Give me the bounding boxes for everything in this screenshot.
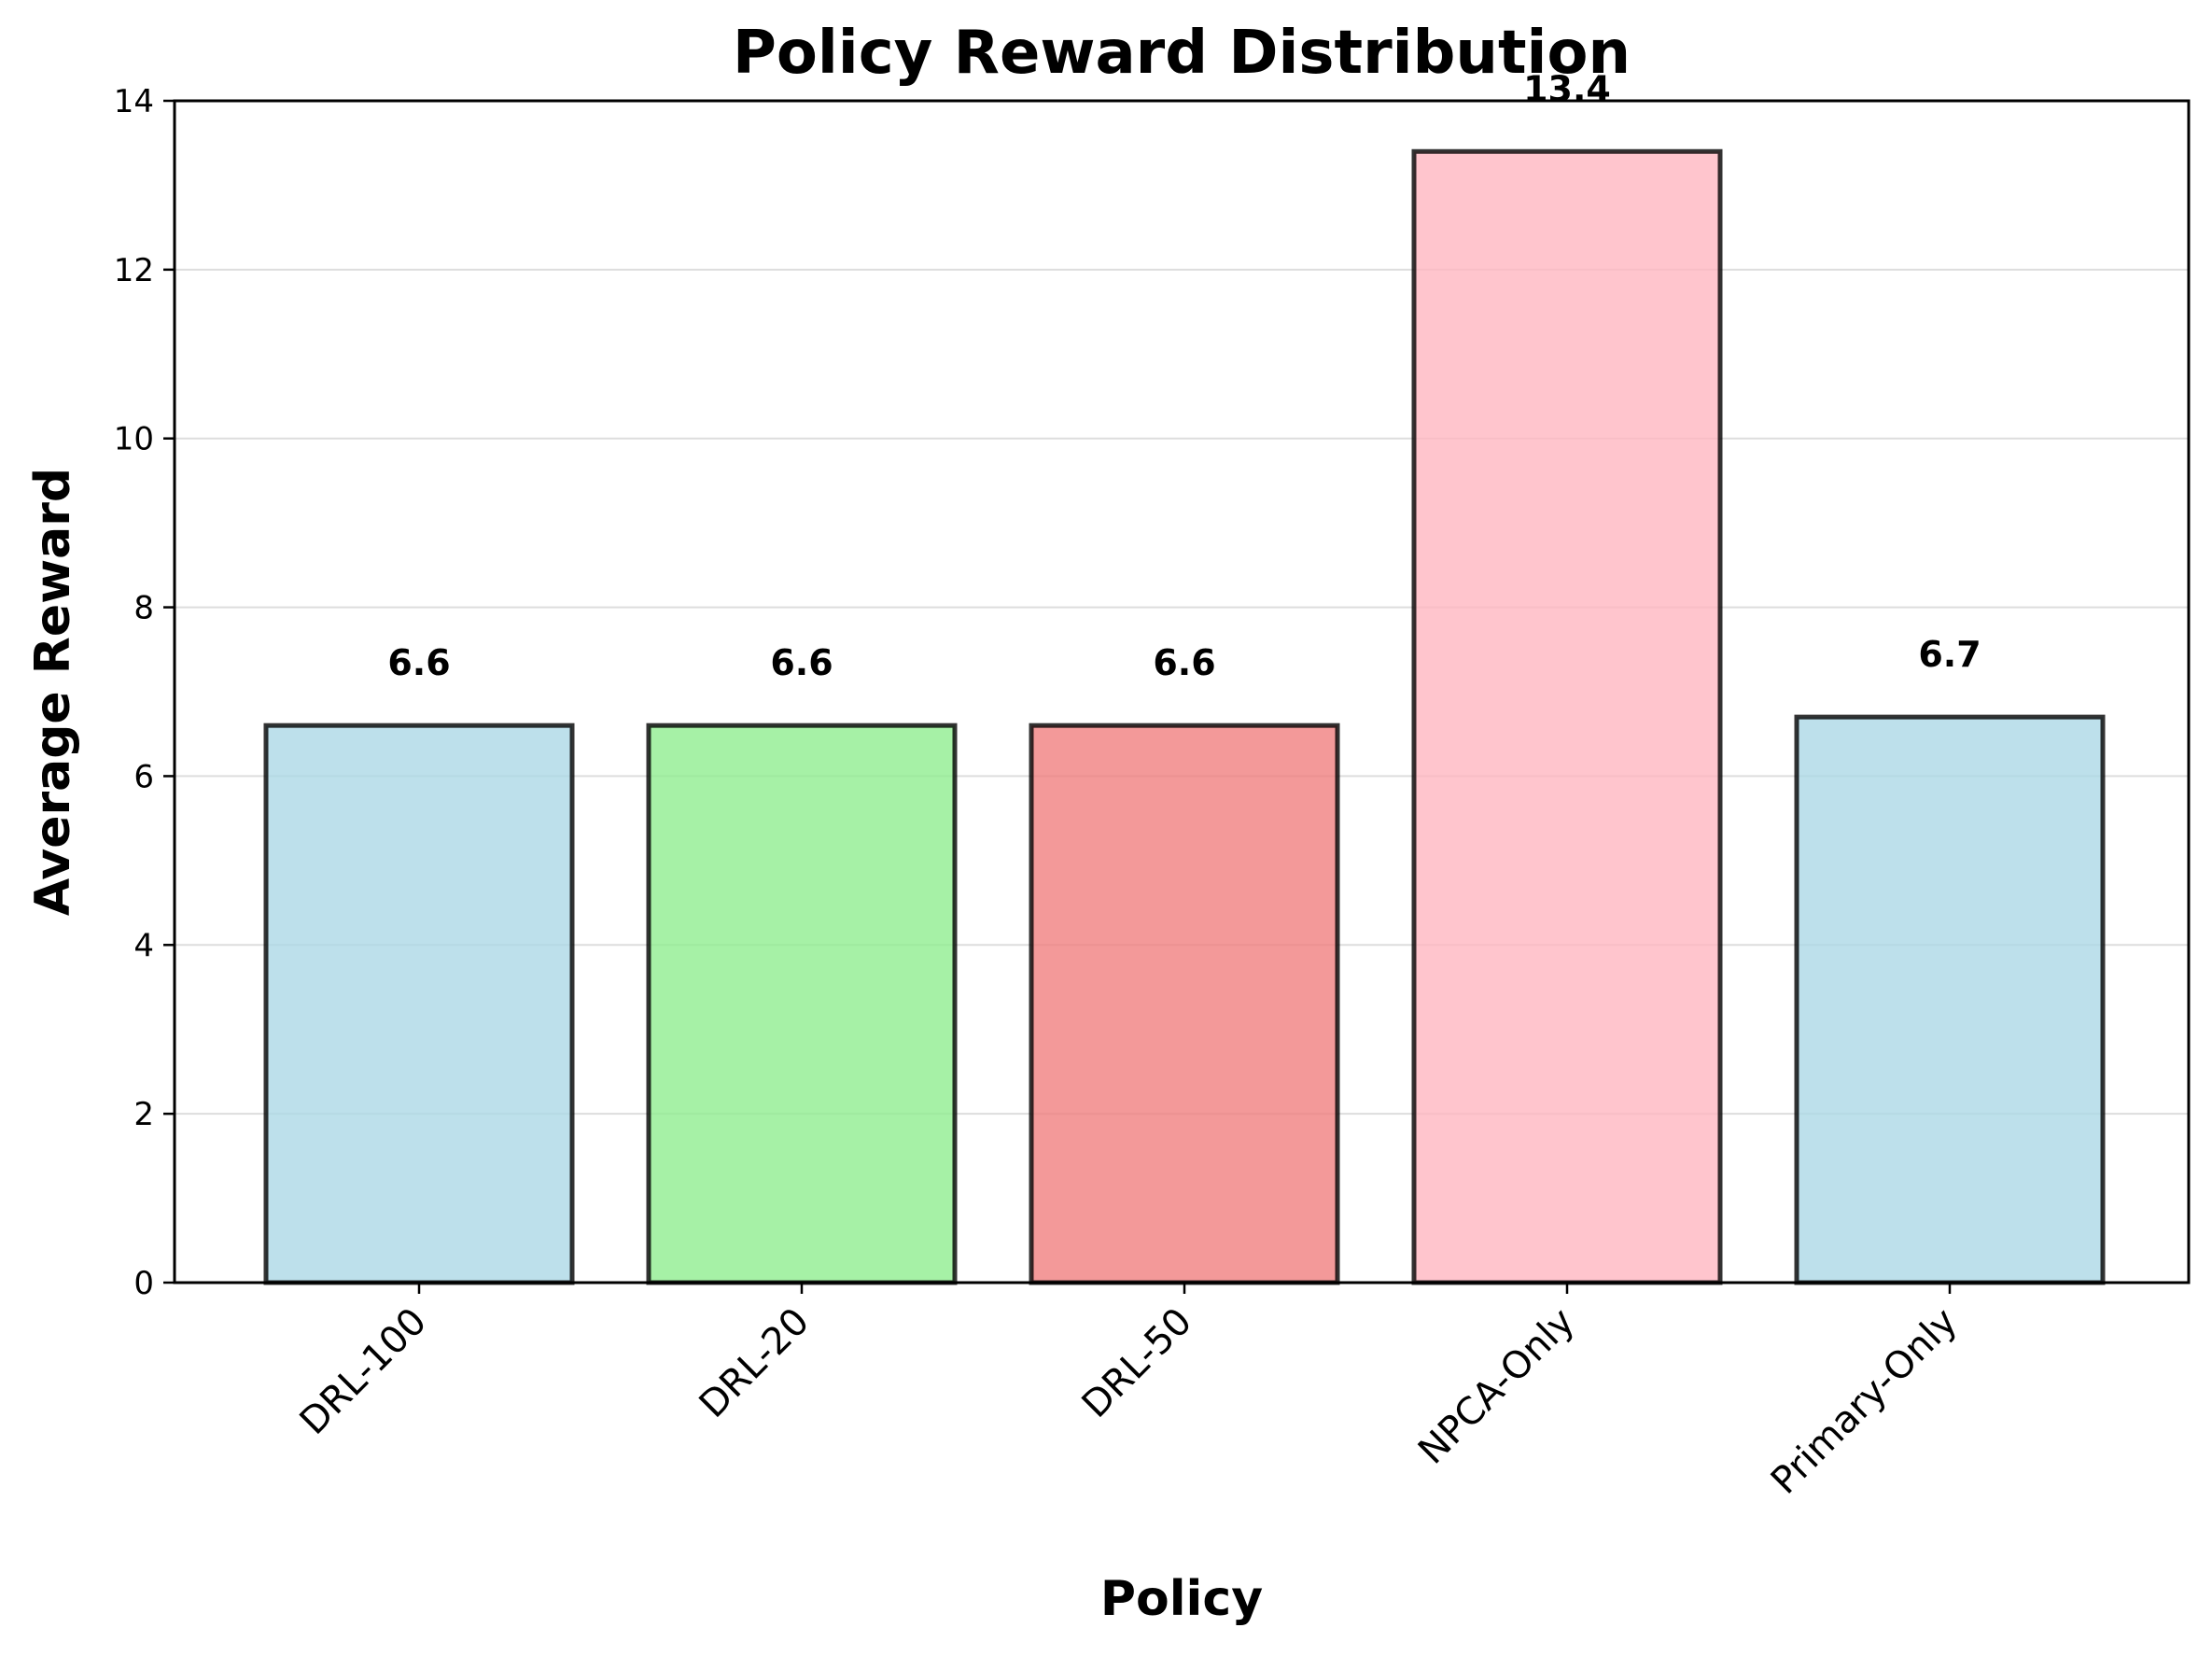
data-labels: 6.6 6.6 6.6 13.4 6.7 (387, 68, 1981, 683)
y-tick-label: 8 (133, 590, 154, 627)
bar-drl-20 (646, 723, 958, 1285)
y-tick-label: 4 (133, 927, 154, 964)
plot-frame (173, 99, 2191, 1284)
data-label: 6.6 (1153, 642, 1215, 683)
y-tick-label: 0 (133, 1265, 154, 1302)
data-label: 6.7 (1918, 634, 1981, 675)
bar-drl-50 (1029, 723, 1340, 1285)
bar-npca-only (1411, 148, 1723, 1285)
bar-primary-only (1794, 714, 2106, 1285)
x-axis-label: Policy (1100, 1571, 1263, 1627)
data-label: 13.4 (1523, 68, 1611, 109)
x-tick-label: Primary-Only (1763, 1300, 1966, 1503)
x-tick-label: DRL-20 (692, 1300, 818, 1426)
chart-title: Policy Reward Distribution (733, 19, 1631, 88)
y-tick-label: 14 (114, 83, 154, 120)
data-label: 6.6 (387, 642, 450, 683)
x-axis-ticks: DRL-100 DRL-20 DRL-50 NPCA-Only Primary-Only (292, 1283, 1966, 1503)
y-tick-label: 12 (114, 252, 154, 289)
x-tick-label: DRL-100 (292, 1300, 435, 1443)
y-tick-label: 6 (133, 758, 154, 795)
x-tick-label: NPCA-Only (1410, 1300, 1583, 1473)
y-axis-ticks: 0 2 4 6 8 10 12 14 (114, 83, 175, 1302)
bars (263, 148, 2106, 1285)
bar-drl-100 (263, 723, 575, 1285)
y-axis-label: Average Reward (25, 468, 81, 916)
x-tick-label: DRL-50 (1074, 1300, 1200, 1426)
y-tick-label: 10 (114, 421, 154, 458)
y-tick-label: 2 (133, 1096, 154, 1133)
data-label: 6.6 (770, 642, 833, 683)
